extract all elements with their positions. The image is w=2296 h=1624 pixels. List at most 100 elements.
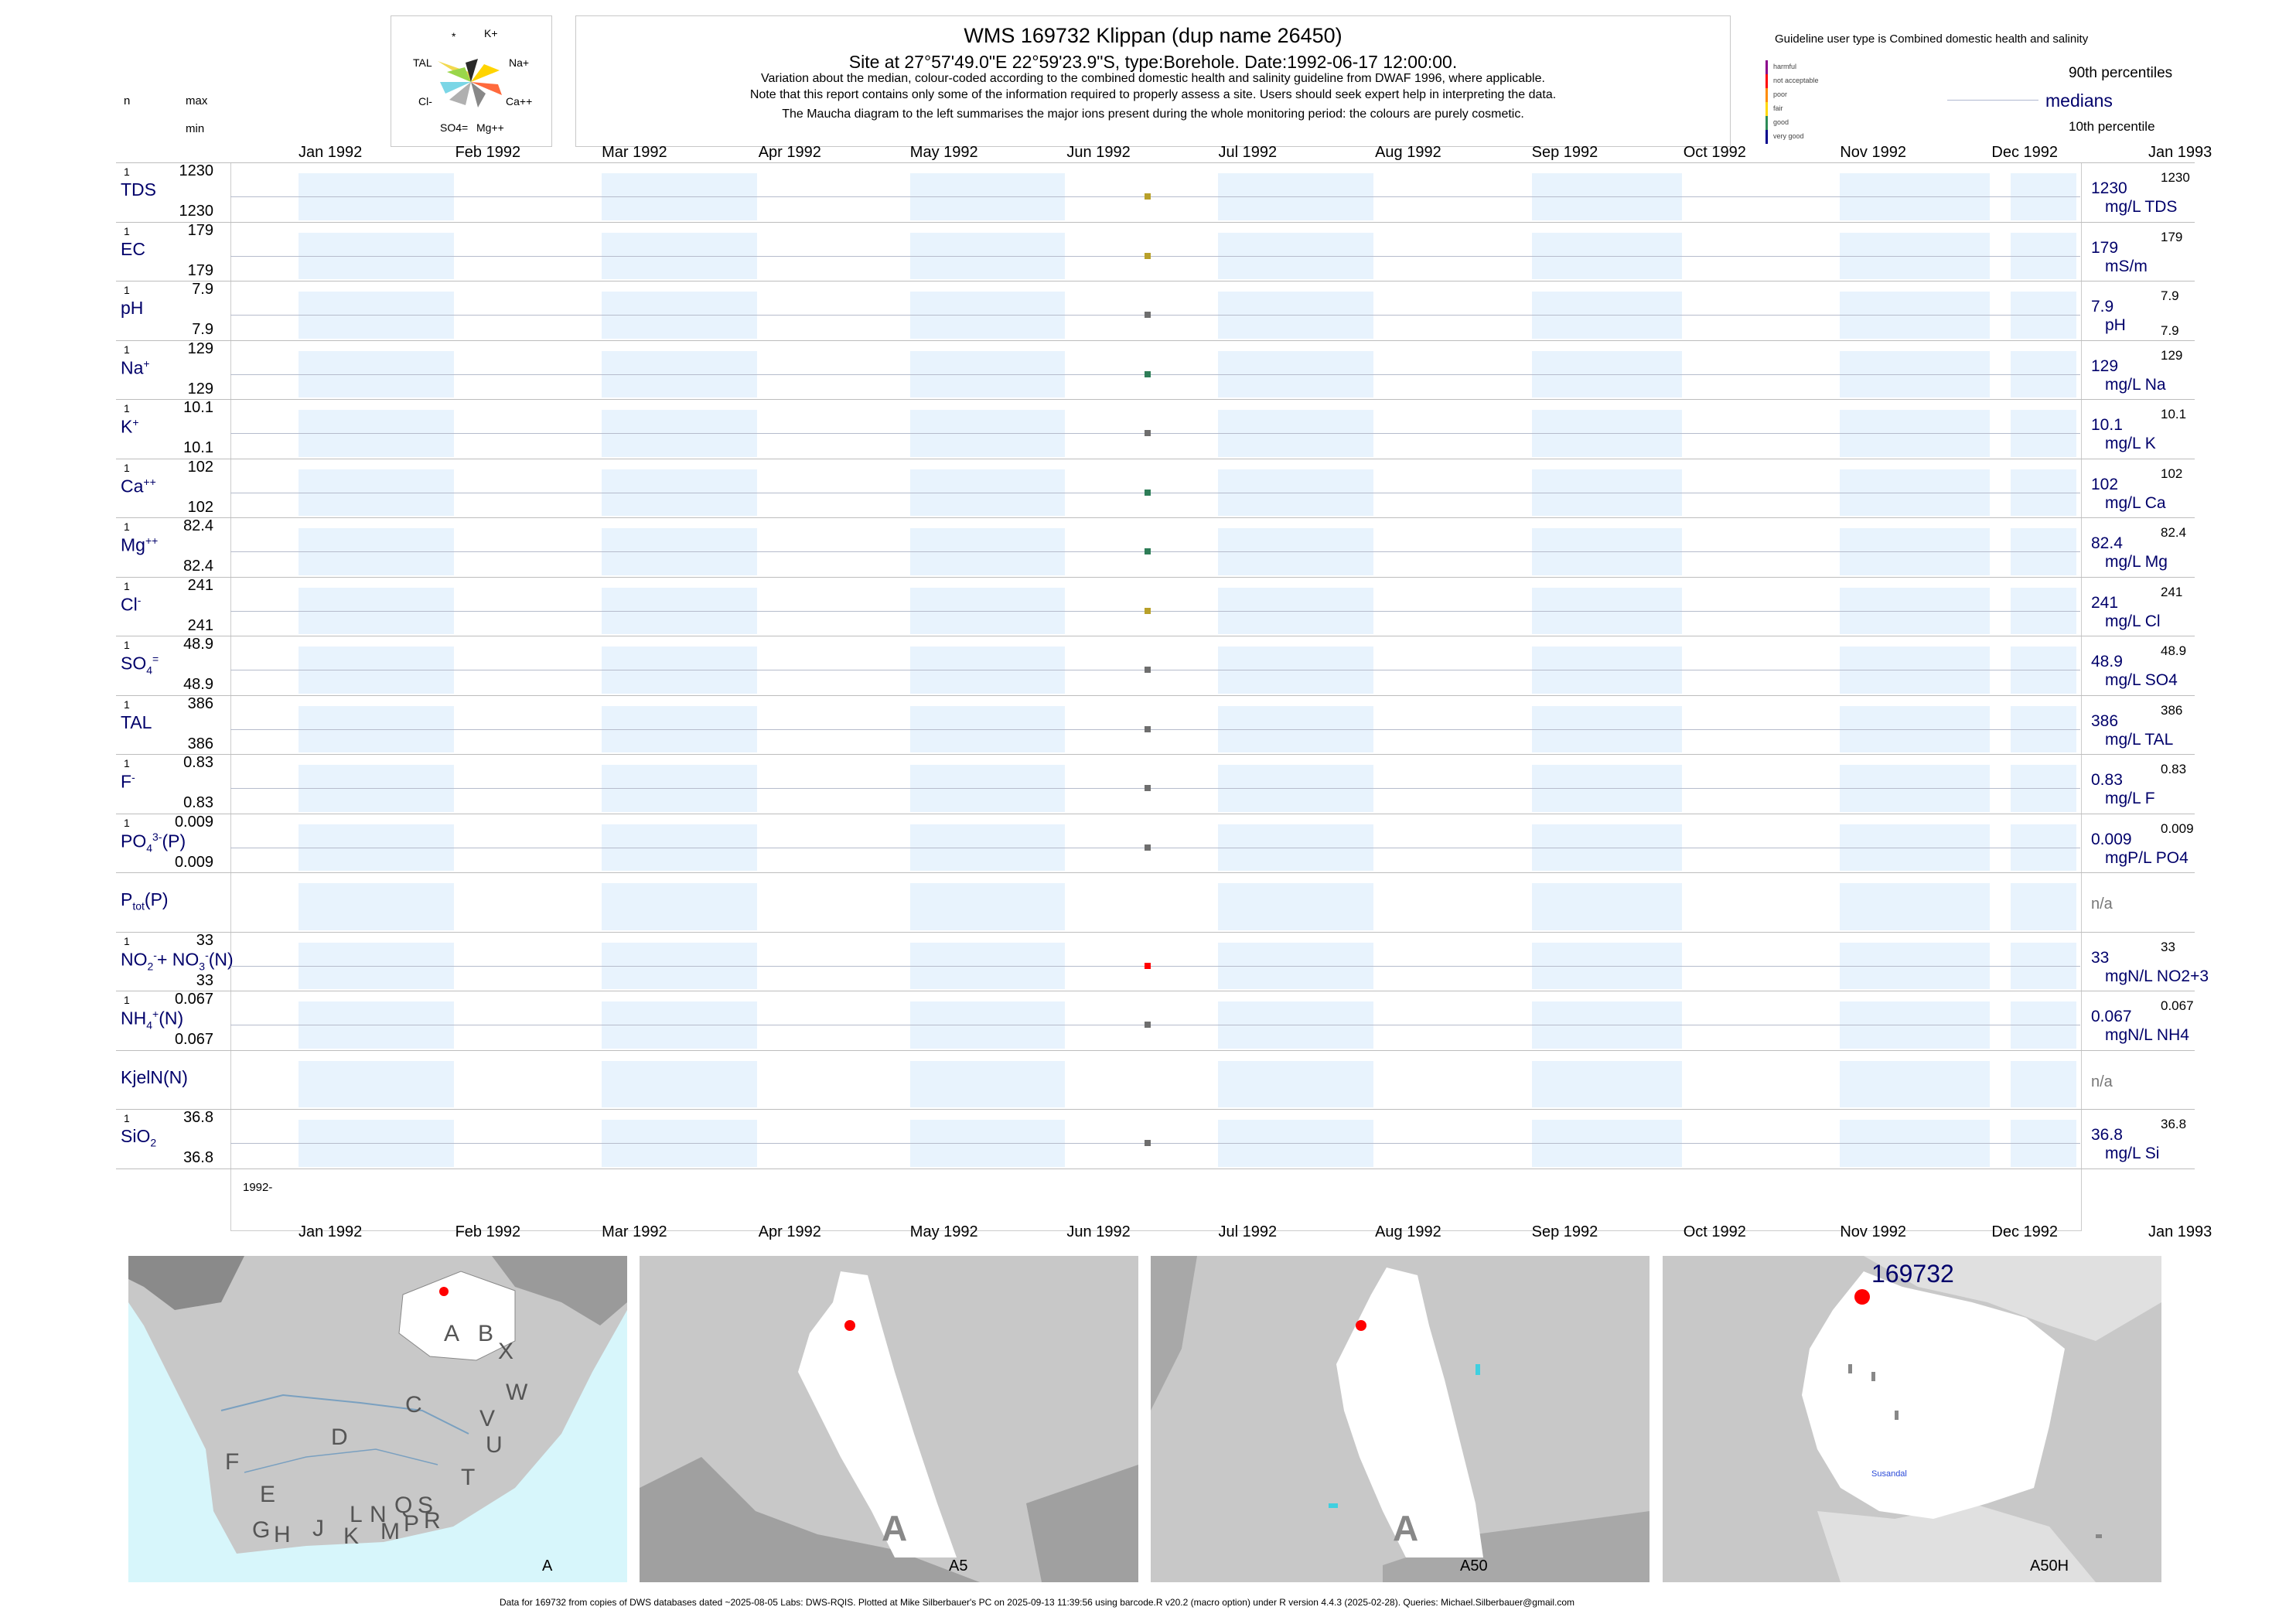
row-count: 1 [124,343,130,356]
map-a-drainage-letter: F [225,1449,240,1475]
row-label: pH [121,298,144,318]
data-point [1144,489,1151,496]
map-a50h-site-label: 169732 [1871,1260,1954,1288]
data-point [1144,844,1151,851]
map-a-drainage-letter: R [424,1508,441,1534]
row-median: 82.4 [2091,534,2123,552]
row-label: Cl- [121,593,142,615]
map-a-drainage-letter: W [506,1380,528,1405]
chart-area: Jan 1992 Jan 1992 Feb 1992 Feb 1992 Mar 1992… [116,144,2212,1240]
row-count: 1 [124,639,130,651]
map-a-drainage-letter: S [418,1493,434,1518]
median-line [230,433,2080,435]
row-min: 241 [187,616,213,634]
guideline-legend: harmful not acceptable poor fair good very go… [1765,60,1858,144]
row-max: 386 [187,694,213,712]
row-min: 179 [187,261,213,279]
x-tick-label-top: Feb 1992 [455,144,521,161]
legend-swatch-not-acceptable [1765,74,1768,88]
row-label: TAL [121,711,152,732]
column-header-n: n [124,94,131,107]
data-point [1144,785,1151,792]
row-p90: 0.009 [2161,821,2194,836]
row-label: SiO2 [121,1126,157,1149]
row-count: 1 [124,1112,130,1124]
data-point [1144,667,1151,674]
row-min: 129 [187,380,213,397]
maucha-label-so4: SO4= [440,121,469,134]
legend-label: good [1773,118,1789,126]
x-tick-label-top: Dec 1992 [1991,144,2059,161]
row-median: 7.9 [2091,298,2114,316]
map-a50h-drawing [1802,1256,2161,1582]
row-count: 1 [124,224,130,237]
x-tick-label-bottom: Jul 1992 [1218,1223,1278,1240]
row-max: 129 [187,339,213,357]
row-min: 36.8 [183,1149,213,1166]
map-a-caption: A [542,1557,553,1575]
row-unit: mg/L Na [2105,375,2166,394]
map-a-drainage-letter: H [274,1522,291,1547]
row-min: 102 [187,498,213,516]
x-tick-label-top: Jan 1992 [299,144,363,161]
x-tick-label-top: Sep 1992 [1531,144,1598,161]
guideline-title: Guideline user type is Combined domestic… [1775,32,2089,46]
row-separator [116,576,2195,578]
maucha-diagram: * K+ TAL Na+ Cl- Ca++ SO4= Mg++ [391,15,552,147]
month-band [909,1060,1066,1107]
x-tick-label-top: Aug 1992 [1375,144,1441,161]
map-a5-caption: A5 [949,1557,968,1575]
month-band [1840,1060,1991,1107]
map-panel-a50h: 169732 Susandal A50H [1663,1256,2161,1582]
x-tick-label-bottom: Aug 1992 [1375,1223,1441,1240]
median-line [230,610,2080,612]
row-p90: 179 [2161,229,2183,244]
row-max: 1230 [179,162,214,179]
x-tick-label-bottom: Apr 1992 [758,1223,821,1240]
median-line [230,1143,2080,1145]
row-separator [116,517,2195,518]
x-tick-label-top: Jan 1993 [2148,144,2212,161]
month-band [602,883,757,930]
row-count: 1 [124,757,130,769]
median-line [230,315,2080,316]
row-median: 48.9 [2091,653,2123,670]
row-p90: 10.1 [2161,407,2187,421]
row-median: 0.83 [2091,771,2123,789]
x-tick-label-bottom: Mar 1992 [602,1223,667,1240]
month-band [909,883,1066,930]
map-a-drainage-letter: Q [394,1493,413,1518]
data-point [1144,725,1151,732]
row-p90: 241 [2161,584,2183,599]
row-separator [116,1109,2195,1110]
map-a-drainage-letter: P [404,1511,420,1537]
medians-label: medians [2045,90,2113,111]
row-median: 0.067 [2091,1008,2132,1025]
row-p90: 0.067 [2161,998,2194,1013]
legend-label: fair [1773,104,1783,112]
page-title: WMS 169732 Klippan (dup name 26450) [964,24,1342,47]
map-a-drainage-letter: L [350,1502,363,1527]
legend-swatch-good [1765,116,1768,130]
row-na: n/a [2091,1073,2113,1090]
month-band [299,1060,454,1107]
row-p90: 33 [2161,939,2175,954]
row-min: 1230 [179,203,214,220]
row-separator [116,931,2195,933]
row-median: 0.009 [2091,830,2132,848]
row-max: 179 [187,221,213,239]
x-tick-label-bottom: Oct 1992 [1683,1223,1746,1240]
legend-swatch-poor [1765,88,1768,102]
legend-label: harmful [1773,63,1797,70]
maucha-label-ca: Ca++ [506,95,533,107]
row-label: Na+ [121,357,150,378]
column-header-min: min [186,122,205,135]
row-unit: mg/L Ca [2105,493,2166,512]
map-a-drainage-letter: T [461,1465,476,1490]
data-point [1144,370,1151,377]
map-a-drainage-letter: B [478,1321,494,1346]
row-unit: mg/L Mg [2105,553,2168,571]
note-3: The Maucha diagram to the left summarise… [782,107,1524,121]
x-tick-label-bottom: Nov 1992 [1840,1223,1906,1240]
legend-label: not acceptable [1773,77,1819,84]
